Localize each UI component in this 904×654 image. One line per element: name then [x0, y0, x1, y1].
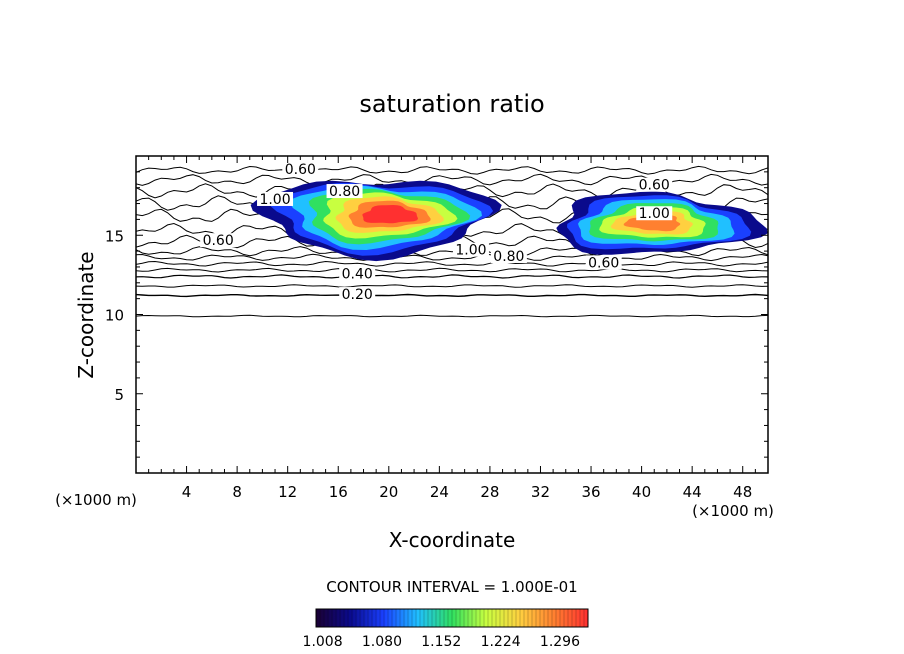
colorbar	[315, 608, 589, 628]
contour-label-bg	[452, 242, 489, 257]
plot-area: 0.60 0.80 1.00 0.60 1.00 0.80 0.60 0.60 1.00 0.40…	[136, 161, 768, 318]
contour-line	[136, 314, 768, 318]
contour-label-bg	[585, 255, 622, 270]
x-tick-labels: 4 8 12 16 20 24 28 32 36 40 44 48	[182, 483, 752, 501]
x-tick-label: 28	[480, 483, 499, 501]
colorbar-tick-label: 1.224	[481, 634, 521, 650]
contour-line	[136, 293, 768, 298]
colorbar-stripes	[319, 609, 585, 627]
contour-line	[136, 253, 768, 262]
contour-label-bg	[339, 266, 376, 281]
x-axis-unit-left: (×1000 m)	[55, 491, 137, 509]
colorbar-tick-label: 1.080	[362, 634, 402, 650]
y-tick-labels: 5 10 15	[105, 227, 124, 404]
x-tick-label: 24	[430, 483, 449, 501]
contour-label: 1.00	[455, 243, 486, 259]
contour-label: 0.60	[588, 255, 619, 271]
contour-label-bg	[326, 184, 363, 199]
contour-label: 0.60	[639, 178, 670, 194]
y-tick-label: 10	[105, 307, 124, 325]
contour-label: 1.00	[639, 206, 670, 222]
x-tick-label: 20	[379, 483, 398, 501]
x-tick-label: 40	[632, 483, 651, 501]
x-axis-label: X-coordinate	[389, 528, 516, 552]
x-tick-label: 12	[278, 483, 297, 501]
y-tick-label: 15	[105, 227, 124, 245]
x-tick-label: 8	[232, 483, 242, 501]
x-tick-label: 36	[581, 483, 600, 501]
contour-labels: 0.60 0.80 1.00 0.60 1.00 0.80 0.60 0.60 1.00 0.40…	[200, 161, 673, 303]
contour-label: 0.60	[285, 162, 316, 178]
colorbar-tick-label: 1.296	[540, 634, 580, 650]
colorbar-labels: 1.008 1.080 1.152 1.224 1.296	[303, 634, 581, 650]
contour-line	[136, 173, 768, 186]
contour-label: 0.80	[329, 184, 360, 200]
contour-interval: CONTOUR INTERVAL = 1.000E-01	[326, 578, 577, 596]
contour-label-bg	[636, 177, 673, 192]
contour-label-bg	[339, 287, 376, 302]
contour-label-bg	[282, 161, 319, 176]
contour-label-bg	[257, 191, 294, 206]
x-tick-label: 44	[683, 483, 702, 501]
contour-label: 0.20	[342, 287, 373, 303]
x-tick-label: 48	[733, 483, 752, 501]
axis-ticks	[136, 156, 768, 473]
contour-line	[136, 260, 768, 267]
x-tick-label: 32	[531, 483, 550, 501]
y-tick-label: 5	[114, 386, 124, 404]
x-tick-label: 16	[329, 483, 348, 501]
x-tick-label: 4	[182, 483, 192, 501]
contour-line	[136, 284, 768, 288]
contour-line	[136, 267, 768, 273]
contour-label: 0.80	[493, 249, 524, 265]
contour-label: 0.60	[203, 233, 234, 249]
contour-label: 1.00	[259, 192, 290, 208]
contour-label-bg	[490, 249, 527, 264]
contour-label: 0.40	[342, 266, 373, 282]
contour-label-bg	[636, 206, 673, 221]
heat-regions	[250, 180, 768, 262]
contour-label-bg	[200, 233, 237, 248]
colorbar-tick-label: 1.008	[303, 634, 343, 650]
y-axis-label: Z-coordinate	[74, 251, 98, 378]
chart-title: saturation ratio	[359, 90, 544, 118]
contour-line	[136, 274, 768, 279]
colorbar-tick-label: 1.152	[421, 634, 461, 650]
heat-band	[362, 205, 418, 224]
x-axis-unit-right: (×1000 m)	[692, 502, 774, 520]
contour-line	[136, 165, 768, 175]
